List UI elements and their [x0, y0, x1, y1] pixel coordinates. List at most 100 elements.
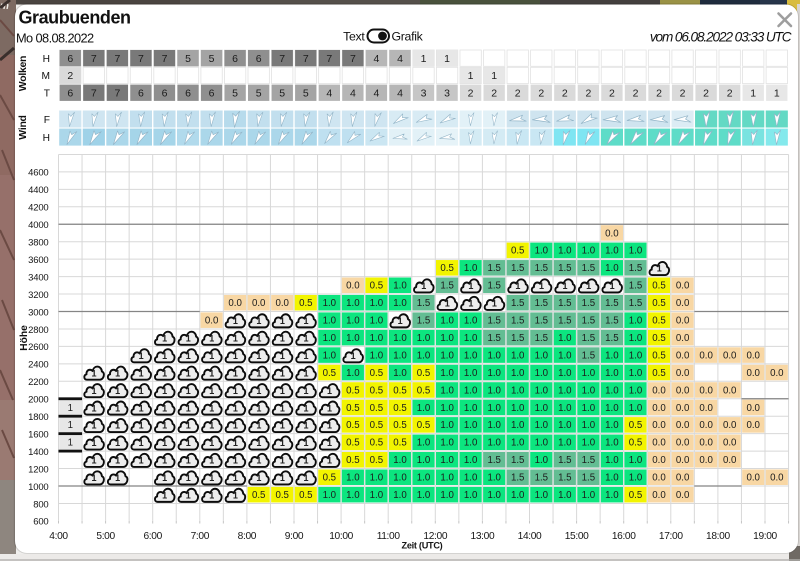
svg-text:1.0: 1.0	[487, 438, 501, 449]
svg-text:0.0: 0.0	[676, 368, 690, 379]
svg-text:1.5: 1.5	[558, 298, 571, 309]
svg-text:1.0: 1.0	[605, 385, 619, 396]
svg-text:3600: 3600	[28, 255, 48, 266]
svg-text:0.5: 0.5	[652, 281, 665, 292]
svg-text:0.5: 0.5	[370, 403, 383, 414]
svg-text:3400: 3400	[28, 272, 48, 283]
svg-text:2: 2	[468, 87, 474, 99]
svg-text:0.0: 0.0	[770, 473, 784, 484]
svg-text:1.5: 1.5	[605, 316, 618, 327]
svg-text:1.5: 1.5	[558, 455, 571, 466]
svg-text:1.0: 1.0	[582, 246, 596, 257]
svg-text:6: 6	[138, 87, 144, 99]
svg-text:1.0: 1.0	[417, 403, 431, 414]
svg-text:1.0: 1.0	[323, 298, 337, 309]
svg-text:0.0: 0.0	[699, 455, 713, 466]
svg-text:1.0: 1.0	[464, 455, 478, 466]
svg-text:0.0: 0.0	[676, 490, 690, 501]
svg-text:0.0: 0.0	[746, 368, 760, 379]
svg-text:1.0: 1.0	[393, 281, 407, 292]
svg-text:4400: 4400	[28, 185, 48, 196]
svg-text:1.0: 1.0	[323, 333, 337, 344]
svg-text:1.0: 1.0	[511, 490, 525, 501]
svg-text:1.0: 1.0	[440, 490, 454, 501]
svg-text:0.5: 0.5	[299, 490, 312, 501]
svg-text:0.0: 0.0	[676, 316, 690, 327]
svg-text:2: 2	[703, 87, 709, 99]
svg-text:1.0: 1.0	[582, 403, 596, 414]
svg-text:1.0: 1.0	[440, 438, 454, 449]
svg-text:1.0: 1.0	[346, 333, 360, 344]
svg-text:11:00: 11:00	[377, 531, 401, 542]
svg-text:0.5: 0.5	[393, 438, 406, 449]
svg-text:4: 4	[397, 87, 403, 99]
svg-text:0.0: 0.0	[252, 298, 266, 309]
svg-text:Grafik: Grafik	[392, 29, 424, 43]
svg-text:1.0: 1.0	[464, 473, 478, 484]
svg-text:1.0: 1.0	[323, 490, 337, 501]
svg-text:0.5: 0.5	[323, 473, 336, 484]
svg-text:1.5: 1.5	[582, 298, 595, 309]
svg-text:Wind: Wind	[17, 115, 29, 139]
svg-text:1.0: 1.0	[511, 385, 525, 396]
svg-text:1.0: 1.0	[535, 420, 549, 431]
svg-text:0.0: 0.0	[699, 385, 713, 396]
svg-text:2: 2	[538, 87, 544, 99]
svg-text:1.0: 1.0	[535, 246, 549, 257]
svg-text:0.0: 0.0	[699, 438, 713, 449]
svg-text:0.5: 0.5	[629, 438, 642, 449]
svg-text:1.5: 1.5	[487, 455, 500, 466]
svg-text:2: 2	[491, 87, 497, 99]
svg-text:0.0: 0.0	[652, 455, 666, 466]
svg-text:1.0: 1.0	[346, 298, 360, 309]
svg-text:1.0: 1.0	[393, 368, 407, 379]
svg-text:1.0: 1.0	[605, 368, 619, 379]
svg-text:18:00: 18:00	[706, 531, 730, 542]
svg-text:0.5: 0.5	[346, 385, 359, 396]
svg-text:1.0: 1.0	[605, 455, 619, 466]
svg-text:1.0: 1.0	[558, 490, 572, 501]
svg-text:1.0: 1.0	[582, 368, 596, 379]
svg-text:1.0: 1.0	[558, 246, 572, 257]
svg-text:1.5: 1.5	[605, 298, 618, 309]
svg-text:7: 7	[162, 53, 168, 65]
svg-text:10:00: 10:00	[329, 531, 353, 542]
svg-text:16:00: 16:00	[612, 531, 636, 542]
svg-text:1.0: 1.0	[605, 246, 619, 257]
svg-text:15:00: 15:00	[565, 531, 589, 542]
svg-text:1.0: 1.0	[464, 350, 478, 361]
svg-text:1.0: 1.0	[629, 403, 643, 414]
svg-text:0.5: 0.5	[370, 420, 383, 431]
svg-text:1.0: 1.0	[511, 368, 525, 379]
svg-text:1.0: 1.0	[417, 438, 431, 449]
svg-text:3: 3	[444, 87, 450, 99]
svg-text:0.5: 0.5	[652, 298, 665, 309]
svg-text:1.0: 1.0	[511, 350, 525, 361]
svg-text:0.5: 0.5	[370, 455, 383, 466]
svg-text:1.0: 1.0	[346, 316, 360, 327]
svg-text:7: 7	[114, 87, 120, 99]
svg-text:0.5: 0.5	[275, 490, 288, 501]
svg-text:0.5: 0.5	[370, 368, 383, 379]
svg-text:6: 6	[209, 87, 215, 99]
svg-text:1.0: 1.0	[370, 333, 384, 344]
svg-text:0.5: 0.5	[652, 350, 665, 361]
svg-text:6: 6	[67, 53, 73, 65]
svg-text:4600: 4600	[28, 168, 48, 179]
svg-text:0.5: 0.5	[652, 368, 665, 379]
svg-text:4: 4	[326, 87, 332, 99]
svg-text:1.5: 1.5	[558, 316, 571, 327]
svg-text:1.5: 1.5	[582, 333, 595, 344]
svg-text:0.0: 0.0	[676, 420, 690, 431]
svg-text:1.0: 1.0	[464, 385, 478, 396]
svg-text:1.0: 1.0	[370, 316, 384, 327]
svg-text:1: 1	[750, 87, 756, 99]
svg-text:1800: 1800	[28, 412, 48, 423]
svg-text:0.0: 0.0	[676, 333, 690, 344]
svg-text:0.0: 0.0	[723, 420, 737, 431]
svg-text:0.5: 0.5	[652, 316, 665, 327]
svg-text:1.0: 1.0	[629, 455, 643, 466]
svg-text:1.0: 1.0	[558, 368, 572, 379]
svg-text:2000: 2000	[28, 395, 48, 406]
svg-text:H: H	[43, 54, 50, 65]
